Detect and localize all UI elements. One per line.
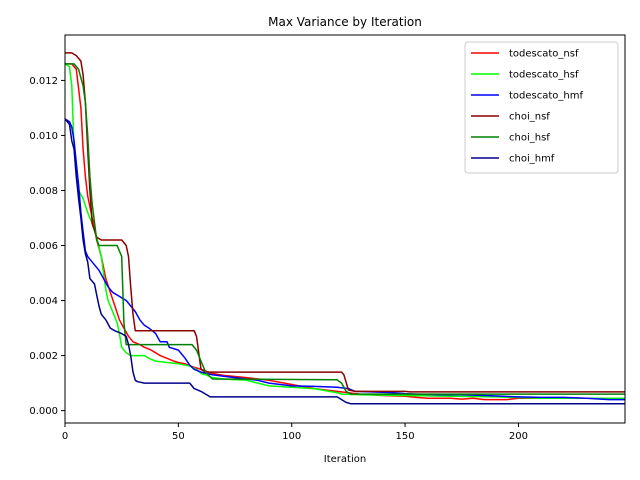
y-tick-label: 0.004 [29, 296, 58, 307]
x-tick-label: 0 [62, 431, 68, 442]
plot-frame [64, 34, 626, 424]
legend-label: choi_hmf [509, 154, 555, 165]
y-tick-label: 0.000 [29, 406, 58, 417]
y-tick-label: 0.012 [29, 76, 58, 87]
legend-label: choi_hsf [509, 133, 550, 144]
legend-box [464, 41, 619, 174]
legend-label: choi_nsf [509, 112, 550, 123]
series-layer [65, 52, 625, 405]
legend-label: todescato_nsf [509, 49, 579, 60]
legend: todescato_nsf todescato_hsf todescato_hmfc… [464, 41, 619, 174]
x-tick-label: 200 [509, 431, 528, 442]
x-tick-label: 150 [396, 431, 415, 442]
plot-area [64, 34, 626, 424]
y-tick-label: 0.006 [29, 241, 58, 252]
y-tick-label: 0.002 [29, 351, 58, 362]
chart-title: Max Variance by Iteration [268, 15, 422, 29]
series-line-choi-hsf [65, 63, 625, 395]
series-line-todescato-hsf [65, 63, 625, 399]
x-tick-label: 100 [282, 431, 301, 442]
y-tick-label: 0.008 [29, 186, 58, 197]
x-axis-label: Iteration [324, 454, 366, 465]
legend-label: todescato_hmf [509, 91, 583, 102]
legend-label: todescato_hsf [509, 70, 579, 81]
y-axis: 0.000 0.002 0.004 0.006 0.008 0.010 0.012 [29, 76, 65, 417]
y-tick-label: 0.010 [29, 131, 58, 142]
series-line-choi-hmf [65, 118, 625, 405]
x-axis: 0 50 100 150 200 [62, 423, 528, 442]
x-tick-label: 50 [172, 431, 185, 442]
